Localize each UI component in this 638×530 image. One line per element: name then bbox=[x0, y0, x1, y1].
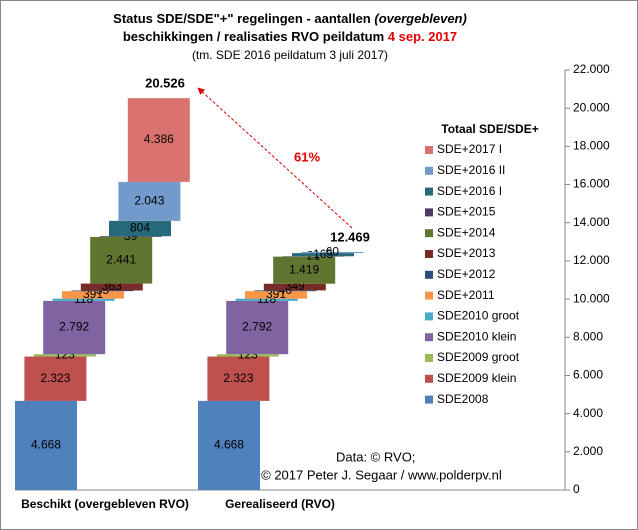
bar-segment bbox=[245, 291, 307, 299]
bar-segment bbox=[15, 400, 77, 490]
y-tick-label: 16.000 bbox=[573, 177, 610, 191]
bar-segment bbox=[80, 283, 143, 291]
data-label: 4.668 bbox=[31, 438, 61, 452]
total-label: 20.526 bbox=[145, 76, 185, 91]
legend-label: SDE+2013 bbox=[437, 246, 496, 260]
legend-label: SDE+2017 I bbox=[437, 142, 502, 156]
legend-swatch bbox=[425, 187, 433, 196]
y-tick-label: 18.000 bbox=[573, 139, 610, 153]
bar-segment bbox=[118, 181, 181, 221]
bar-segment bbox=[71, 290, 134, 292]
arrow-label: 61% bbox=[294, 149, 320, 164]
title-part: beschikkingen / realisaties RVO peildatu… bbox=[123, 29, 388, 44]
legend-label: SDE+2014 bbox=[437, 225, 496, 239]
credit: Data: © RVO; bbox=[336, 449, 415, 464]
legend-label: SDE2009 groot bbox=[437, 350, 520, 364]
bar-segment bbox=[216, 354, 279, 357]
bar-segment bbox=[301, 251, 364, 254]
bar-segment bbox=[52, 298, 115, 301]
data-label: 60 bbox=[326, 245, 340, 259]
y-tick-label: 2.000 bbox=[573, 444, 603, 458]
title-line1: Status SDE/SDE"+" regelingen - aantallen… bbox=[113, 11, 467, 26]
bar-segment bbox=[99, 236, 162, 237]
bar-segment bbox=[235, 298, 298, 301]
data-label: 804 bbox=[130, 221, 150, 235]
legend-label: SDE+2016 II bbox=[437, 163, 505, 177]
title-part: Status SDE/SDE"+" regelingen - aantallen bbox=[113, 11, 374, 26]
y-tick-label: 22.000 bbox=[573, 62, 610, 76]
bar-segment bbox=[263, 283, 326, 291]
legend-swatch bbox=[425, 229, 433, 238]
legend-label: SDE+2015 bbox=[437, 205, 496, 219]
title-date: 4 sep. 2017 bbox=[388, 29, 457, 44]
data-label: 2.323 bbox=[223, 371, 253, 385]
legend-swatch bbox=[425, 146, 433, 154]
legend-swatch bbox=[425, 395, 433, 404]
y-tick-label: 10.000 bbox=[573, 291, 610, 305]
bar-segment bbox=[109, 220, 171, 237]
x-tick-label: Beschikt (overgebleven RVO) bbox=[21, 497, 189, 511]
legend-swatch bbox=[425, 374, 433, 383]
title-line2: beschikkingen / realisaties RVO peildatu… bbox=[123, 29, 457, 44]
bar-segment bbox=[90, 236, 153, 284]
bar-segment bbox=[43, 300, 106, 355]
legend-label: SDE2010 groot bbox=[437, 309, 520, 323]
data-label: 2.323 bbox=[40, 371, 70, 385]
legend-swatch bbox=[425, 312, 433, 321]
legend-swatch bbox=[425, 208, 433, 217]
bar-segment bbox=[33, 354, 96, 357]
x-tick-label: Gerealiseerd (RVO) bbox=[225, 497, 335, 511]
credit: Grafiek: © 2017 Peter J. Segaar / www.po… bbox=[212, 467, 502, 482]
y-tick-label: 12.000 bbox=[573, 253, 610, 267]
y-tick-label: 14.000 bbox=[573, 215, 610, 229]
legend-swatch bbox=[425, 270, 433, 279]
y-tick-label: 0 bbox=[573, 482, 580, 496]
y-tick-label: 20.000 bbox=[573, 100, 610, 114]
y-tick-label: 6.000 bbox=[573, 368, 603, 382]
y-tick-label: 8.000 bbox=[573, 329, 603, 343]
bar-segment bbox=[254, 290, 317, 292]
legend-label: SDE2009 klein bbox=[437, 371, 516, 385]
legend-label: SDE+2011 bbox=[437, 288, 495, 302]
legend-label: SDE2008 bbox=[437, 392, 489, 406]
data-label: 1.419 bbox=[289, 262, 319, 276]
bar-segment bbox=[62, 291, 124, 299]
legend-swatch bbox=[425, 354, 433, 362]
data-label: 4.668 bbox=[214, 438, 244, 452]
data-label: 2.441 bbox=[106, 252, 136, 266]
bar-segment bbox=[127, 98, 190, 182]
data-label: 2.792 bbox=[242, 320, 272, 334]
y-tick-label: 4.000 bbox=[573, 406, 603, 420]
bar-segment bbox=[207, 356, 270, 401]
bar-segment bbox=[198, 400, 260, 490]
data-label: 165 bbox=[313, 247, 333, 261]
bar-segment bbox=[24, 356, 87, 401]
data-label: 2.043 bbox=[134, 194, 164, 208]
legend-label: SDE2010 klein bbox=[437, 329, 516, 343]
legend-swatch bbox=[425, 333, 433, 342]
legend-swatch bbox=[425, 166, 433, 175]
legend-swatch bbox=[425, 291, 433, 300]
bar-segment bbox=[292, 253, 354, 257]
legend-label: SDE+2012 bbox=[437, 267, 496, 281]
data-label: 4.386 bbox=[144, 132, 174, 146]
subtitle: (tm. SDE 2016 peildatum 3 juli 2017) bbox=[192, 48, 388, 62]
data-label: 2.792 bbox=[59, 320, 89, 334]
legend-swatch bbox=[425, 250, 433, 258]
bar-segment bbox=[273, 256, 336, 284]
legend-label: SDE+2016 I bbox=[437, 184, 502, 198]
bar-segment bbox=[226, 300, 289, 355]
title-italic: (overgebleven) bbox=[374, 11, 466, 26]
total-label: 12.469 bbox=[330, 229, 370, 244]
legend-title: Totaal SDE/SDE+ bbox=[441, 122, 538, 136]
